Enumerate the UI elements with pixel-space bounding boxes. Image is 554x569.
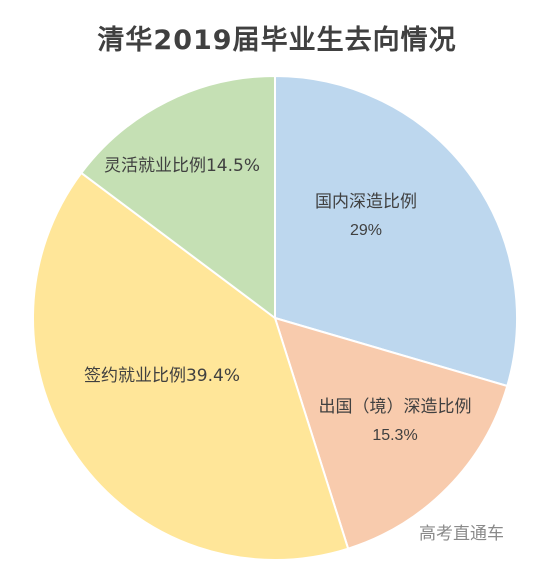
slice-value-2: 15.3% — [372, 427, 417, 444]
slice-label-2: 出国（境）深造比例 — [319, 397, 472, 417]
pie-outline — [32, 75, 518, 561]
slice-label-1: 国内深造比例 — [315, 192, 417, 212]
slice-label-3: 签约就业比例39.4% — [84, 366, 240, 386]
watermark-text: 高考直通车 — [419, 524, 504, 544]
slice-value-1: 29% — [350, 222, 382, 239]
chart-title: 清华2019届毕业生去向情况 — [97, 25, 457, 56]
slice-label-4: 灵活就业比例14.5% — [104, 156, 260, 176]
